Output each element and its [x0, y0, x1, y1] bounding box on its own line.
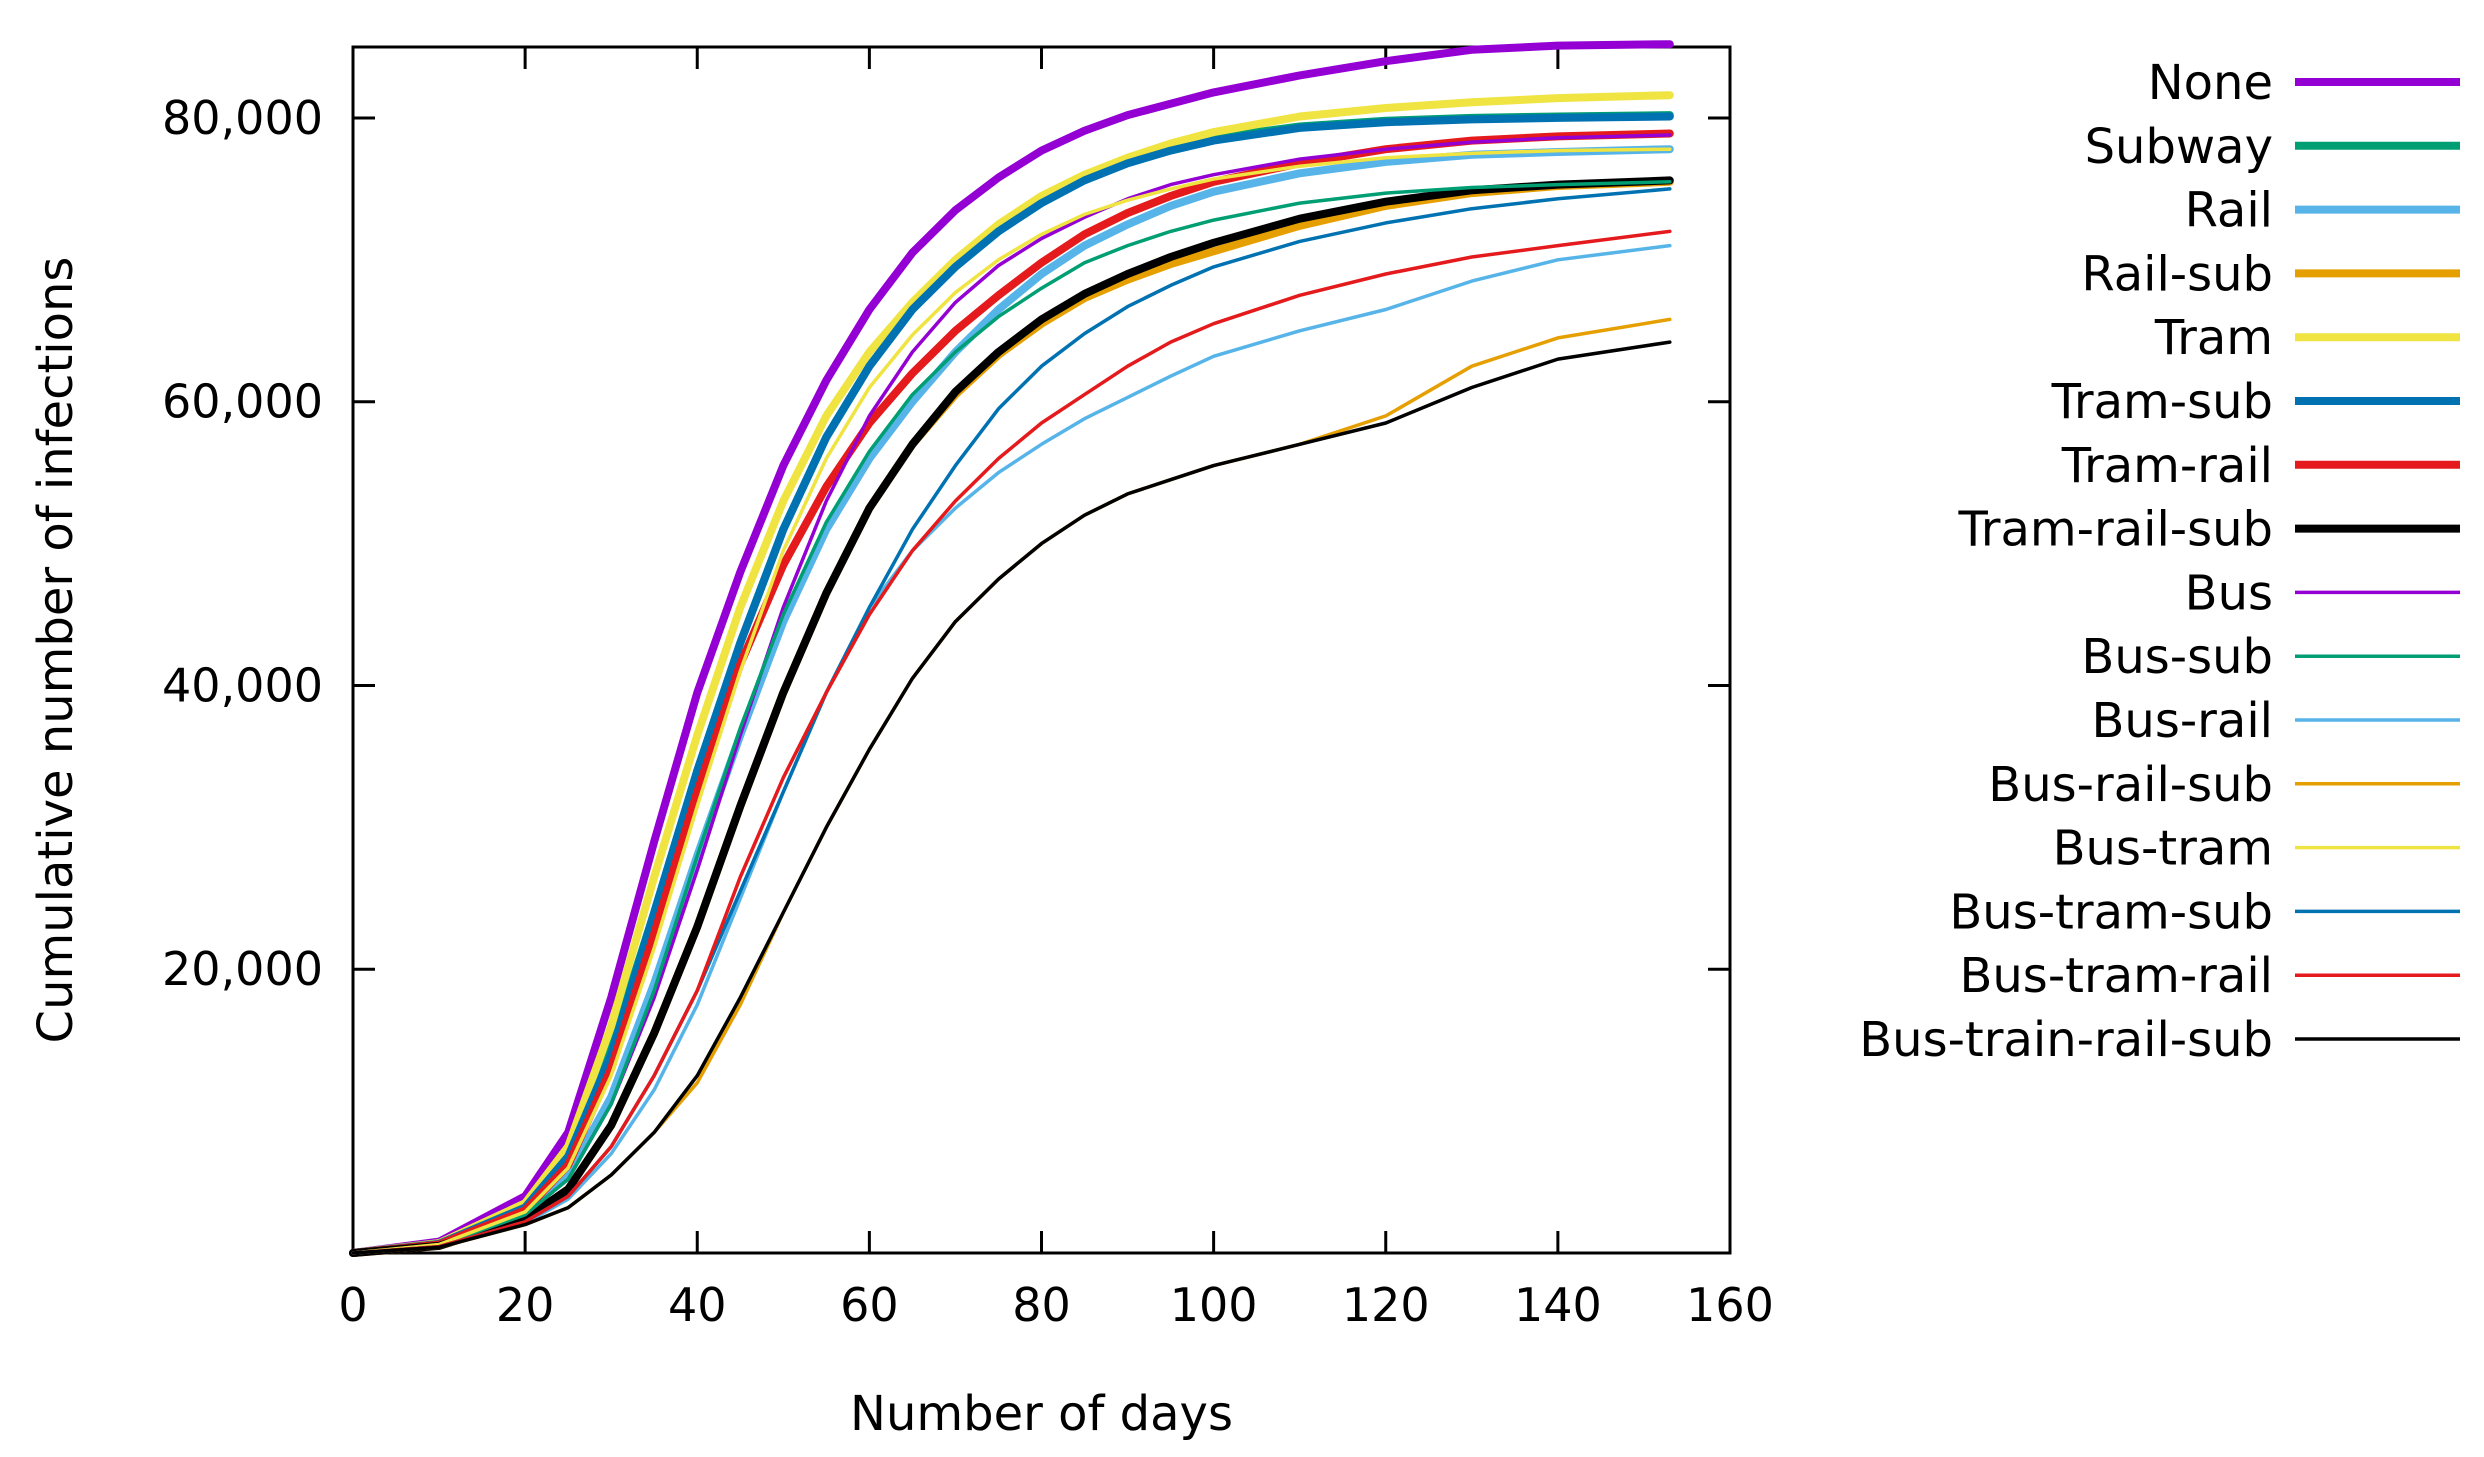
legend-label: Bus-sub: [2081, 629, 2273, 685]
y-tick-label: 80,000: [162, 91, 323, 145]
legend-label: Subway: [2085, 119, 2273, 175]
x-tick-label: 0: [338, 1278, 367, 1332]
x-tick-label: 120: [1342, 1278, 1430, 1332]
legend-label: Bus-tram: [2053, 821, 2273, 877]
legend-label: Bus-train-rail-sub: [1859, 1012, 2273, 1068]
x-tick-label: 20: [496, 1278, 555, 1332]
series-line-bus-tram: [351, 147, 1672, 1255]
series-line-tram: [349, 91, 1674, 1257]
series-line-tram-rail-sub: [349, 176, 1674, 1257]
axis-ticks: [351, 47, 1732, 1253]
series-line-rail: [349, 145, 1674, 1257]
series-line-none: [349, 40, 1674, 1257]
x-tick-label: 40: [668, 1278, 727, 1332]
legend-label: Tram-rail: [2061, 438, 2273, 494]
legend: None Subway Rail Rail-sub Tram Tram-sub Tram-r…: [1859, 55, 2460, 1068]
legend-label: Tram-rail-sub: [1957, 502, 2273, 558]
legend-label: None: [2148, 55, 2273, 111]
x-tick-label: 60: [840, 1278, 899, 1332]
y-tick-label: 20,000: [162, 942, 323, 996]
legend-label: Rail-sub: [2081, 246, 2273, 302]
x-axis-title: Number of days: [850, 1386, 1233, 1442]
legend-label: Bus: [2185, 565, 2273, 621]
legend-label: Rail: [2185, 183, 2273, 239]
legend-label: Bus-tram-rail: [1959, 948, 2273, 1004]
x-tick-label: 100: [1170, 1278, 1258, 1332]
x-tick-label: 80: [1012, 1278, 1071, 1332]
legend-label: Tram: [2154, 310, 2273, 366]
y-tick-label: 60,000: [162, 375, 323, 429]
tick-labels: 0 20 40 60 80 100 120 140 160 20,000 40,000 60,000 8…: [162, 91, 1774, 1332]
legend-label: Bus-rail-sub: [1988, 757, 2273, 813]
x-tick-label: 160: [1686, 1278, 1774, 1332]
series-line-bus-rail-sub: [351, 317, 1672, 1255]
series-line-bus-train-rail-sub: [351, 340, 1672, 1255]
legend-label: Bus-rail: [2092, 693, 2274, 749]
series-line-bus-sub: [351, 180, 1672, 1255]
plot-area: [349, 40, 1732, 1257]
legend-label: Bus-tram-sub: [1949, 884, 2273, 940]
legend-label: Tram-sub: [2051, 374, 2273, 430]
series-line-tram-sub: [349, 112, 1674, 1257]
y-axis-title: Cumulative number of infections: [28, 257, 84, 1044]
series-line-bus-tram-rail: [351, 229, 1672, 1255]
plot-frame: [351, 45, 1732, 1255]
x-tick-label: 140: [1514, 1278, 1602, 1332]
series-lines: [349, 40, 1674, 1257]
series-line-tram-rail: [349, 129, 1674, 1257]
y-tick-label: 40,000: [162, 658, 323, 712]
series-line-bus-rail: [351, 243, 1672, 1255]
